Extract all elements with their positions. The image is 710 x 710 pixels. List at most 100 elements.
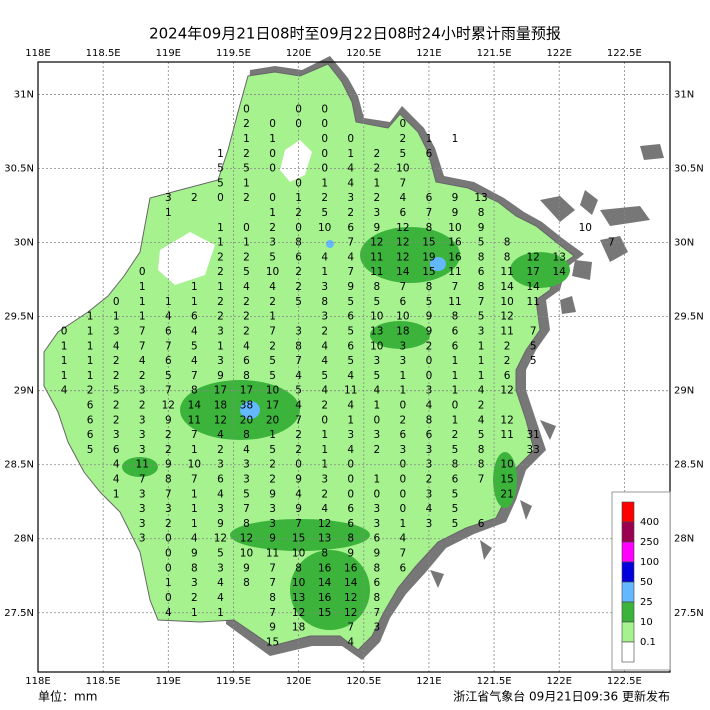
station-value: 0 [165,592,172,604]
station-value: 11 [448,266,461,278]
station-value: 1 [321,177,328,189]
station-value: 2 [191,192,198,204]
station-value: 2 [295,281,302,293]
station-value: 2 [269,474,276,486]
station-value: 7 [347,622,354,634]
station-value: 12 [214,533,227,545]
station-value: 0 [400,459,407,471]
station-value: 12 [344,592,357,604]
station-value: 7 [347,237,354,249]
station-value: 4 [426,399,433,411]
station-value: 1 [269,429,276,441]
station-value: 5 [452,488,459,500]
station-value: 0 [373,414,380,426]
station-value: 16 [448,237,462,249]
legend-label: 0.1 [640,637,656,648]
station-value: 1 [191,444,198,456]
station-value: 4 [217,488,224,500]
station-value: 4 [113,459,120,471]
station-value: 7 [452,281,459,293]
station-value: 4 [165,311,172,323]
y-tick-label: 28.5N [674,460,704,471]
station-value: 9 [426,325,433,337]
station-value: 0 [321,118,328,130]
station-value: 1 [400,385,407,397]
x-tick-label: 121.5E [477,676,512,687]
station-value: 8 [243,518,250,530]
station-value: 4 [165,607,172,619]
station-value: 1 [321,444,328,456]
station-value: 3 [426,444,433,456]
rain-area [430,257,446,271]
station-value: 2 [504,355,511,367]
station-value: 1 [400,370,407,382]
station-value: 2 [478,399,485,411]
station-value: 33 [526,444,539,456]
station-value: 11 [370,266,383,278]
station-value: 1 [191,488,198,500]
station-value: 4 [347,251,354,263]
station-value: 8 [504,237,511,249]
station-value: 1 [321,266,328,278]
station-value: 0 [113,296,120,308]
station-value: 0 [139,266,146,278]
station-value: 2 [165,444,172,456]
station-value: 16 [344,562,358,574]
station-value: 12 [318,518,331,530]
station-value: 7 [347,266,354,278]
station-value: 2 [243,325,250,337]
station-value: 9 [347,281,354,293]
station-value: 0 [426,370,433,382]
x-tick-label: 122.5E [607,676,642,687]
station-value: 2 [269,340,276,352]
station-value: 6 [373,533,380,545]
station-value: 1 [243,237,250,249]
station-value: 5 [269,370,276,382]
station-value: 5 [530,340,537,352]
station-value: 3 [347,429,354,441]
station-value: 5 [478,237,485,249]
station-value: 1 [113,311,120,323]
station-value: 18 [396,325,409,337]
station-value: 12 [526,251,539,263]
station-value: 4 [373,385,380,397]
station-value: 11 [188,414,201,426]
station-value: 7 [400,281,407,293]
station-value: 7 [269,562,276,574]
station-value: 7 [400,177,407,189]
station-value: 15 [422,237,435,249]
station-value: 0 [321,148,328,160]
station-value: 8 [452,311,459,323]
station-value: 8 [478,444,485,456]
station-value: 5 [217,163,224,175]
station-value: 6 [347,503,354,515]
station-value: 4 [400,192,407,204]
station-value: 0 [347,474,354,486]
station-value: 1 [452,370,459,382]
y-tick-label: 29.5N [4,312,34,323]
legend-swatch [621,641,635,663]
station-value: 8 [243,370,250,382]
station-value: 8 [191,562,198,574]
station-value: 1 [87,311,94,323]
station-value: 2 [113,355,120,367]
legend-swatch [621,621,635,643]
station-value: 11 [448,296,461,308]
station-value: 1 [87,355,94,367]
station-value: 3 [295,325,302,337]
station-value: 7 [165,488,172,500]
station-value: 6 [452,325,459,337]
station-value: 13 [318,533,331,545]
station-value: 1 [347,414,354,426]
station-value: 5 [373,370,380,382]
station-value: 10 [396,311,409,323]
station-value: 3 [165,503,172,515]
station-value: 7 [295,518,302,530]
station-value: 0 [400,488,407,500]
lake [280,140,312,182]
province-land [43,63,575,651]
station-value: 8 [478,207,485,219]
station-value: 0 [165,562,172,574]
station-value: 13 [292,592,305,604]
stations: 0 0 02 0 0 0 01 1 0 0 2 1 11 2 0 0 1 2 5 65 5 0 0 4 2 105 1 0 1 4 1 73 2… [61,103,615,648]
